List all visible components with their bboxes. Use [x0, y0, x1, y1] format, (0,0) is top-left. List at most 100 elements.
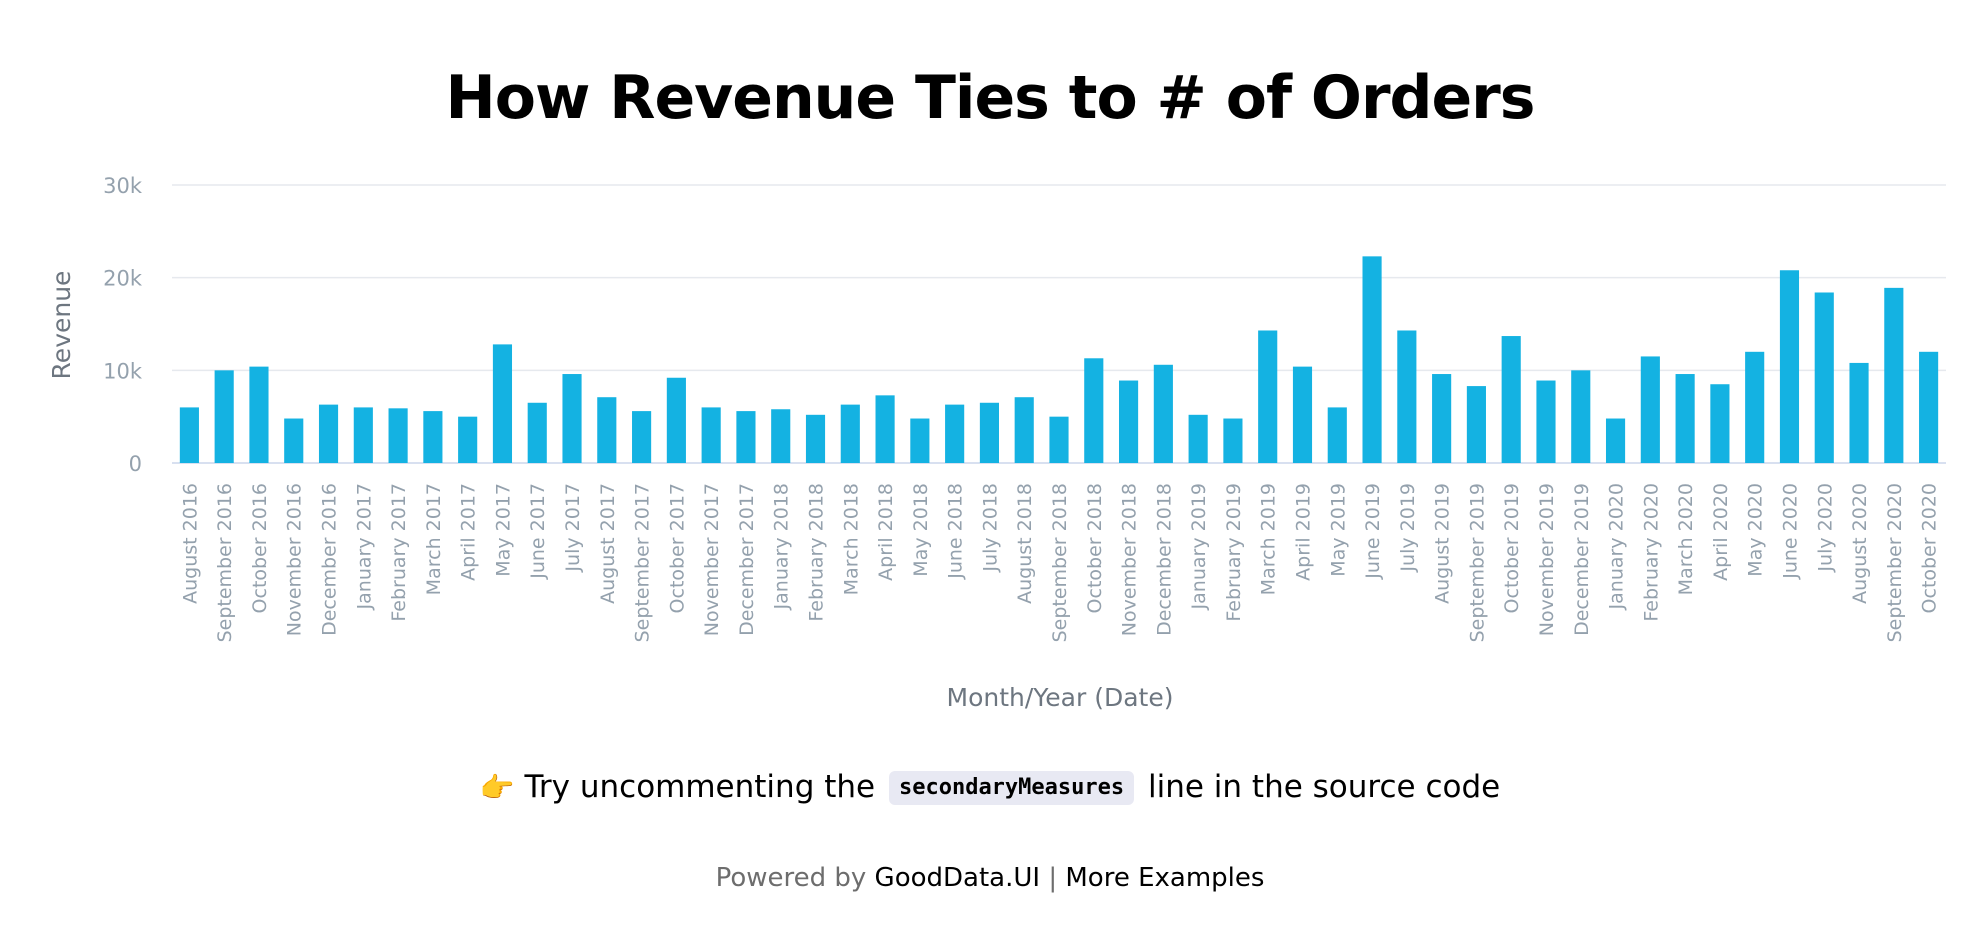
bars	[179, 256, 1939, 463]
bar[interactable]	[1084, 358, 1104, 463]
x-tick-label: October 2019	[1501, 483, 1523, 613]
bar[interactable]	[875, 395, 895, 463]
x-tick-label: May 2019	[1327, 483, 1349, 577]
bar[interactable]	[1536, 380, 1556, 463]
bar[interactable]	[1292, 366, 1313, 463]
powered-by-text: Powered by	[715, 863, 867, 893]
x-tick-label: May 2017	[492, 483, 514, 577]
bar[interactable]	[1466, 386, 1486, 463]
bar[interactable]	[1571, 370, 1591, 463]
x-tick-label: November 2019	[1536, 483, 1558, 636]
x-tick-label: January 2017	[353, 483, 375, 610]
x-tick-label: April 2018	[875, 483, 897, 581]
x-tick-label: September 2016	[214, 483, 236, 642]
bar[interactable]	[1710, 384, 1730, 463]
tip-text-before: Try uncommenting the	[524, 769, 876, 805]
x-tick-label: July 2017	[562, 483, 584, 573]
bar[interactable]	[1432, 374, 1452, 463]
bar[interactable]	[284, 418, 304, 463]
x-tick-label: March 2017	[423, 483, 445, 595]
x-tick-label: June 2018	[945, 483, 967, 580]
bar[interactable]	[632, 411, 652, 463]
bar[interactable]	[1397, 330, 1417, 463]
x-tick-label: September 2019	[1466, 483, 1488, 642]
bar[interactable]	[179, 407, 199, 463]
x-tick-label: September 2017	[632, 483, 654, 642]
y-axis-ticks: 0 10k 20k 30k	[103, 174, 143, 476]
bar[interactable]	[458, 416, 478, 463]
x-tick-label: January 2018	[771, 483, 793, 610]
bar[interactable]	[1153, 364, 1173, 463]
bar[interactable]	[1188, 414, 1208, 463]
bar[interactable]	[736, 411, 756, 463]
bar[interactable]	[1779, 270, 1800, 463]
bar[interactable]	[527, 402, 547, 463]
bar[interactable]	[1014, 397, 1034, 463]
x-tick-label: January 2020	[1606, 483, 1628, 610]
bar[interactable]	[214, 370, 234, 463]
bar[interactable]	[492, 344, 513, 463]
bar[interactable]	[423, 411, 443, 463]
bar[interactable]	[318, 404, 339, 463]
y-tick-label: 30k	[103, 174, 143, 198]
bar[interactable]	[910, 418, 930, 463]
bar[interactable]	[562, 374, 582, 463]
bar[interactable]	[353, 407, 373, 463]
bar[interactable]	[1327, 407, 1347, 463]
x-tick-label: May 2018	[910, 483, 932, 577]
bar[interactable]	[249, 366, 269, 463]
bar[interactable]	[1745, 351, 1765, 463]
bar[interactable]	[1919, 351, 1939, 463]
bar[interactable]	[771, 409, 791, 463]
bar[interactable]	[1223, 418, 1243, 463]
more-examples-link[interactable]: More Examples	[1065, 863, 1265, 893]
bar[interactable]	[945, 404, 965, 463]
x-tick-label: August 2016	[179, 483, 201, 604]
bar[interactable]	[701, 407, 721, 463]
x-tick-label: February 2020	[1640, 483, 1662, 622]
x-tick-label: June 2019	[1362, 483, 1384, 580]
bar[interactable]	[1884, 287, 1904, 463]
x-tick-label: December 2018	[1153, 483, 1175, 636]
x-tick-label: October 2016	[249, 483, 271, 613]
x-tick-label: February 2018	[806, 483, 828, 622]
x-tick-label: October 2020	[1919, 483, 1941, 613]
x-tick-label: December 2019	[1571, 483, 1593, 636]
bar[interactable]	[840, 404, 860, 463]
x-tick-label: December 2017	[736, 483, 758, 636]
bar[interactable]	[1814, 292, 1834, 463]
bar[interactable]	[1640, 356, 1660, 463]
x-tick-label: February 2017	[388, 483, 410, 622]
x-tick-label: May 2020	[1745, 483, 1767, 577]
bar[interactable]	[388, 408, 408, 463]
y-tick-label: 20k	[103, 267, 143, 291]
bar[interactable]	[1675, 374, 1695, 463]
x-tick-label: December 2016	[319, 483, 341, 636]
bar[interactable]	[805, 414, 826, 463]
x-axis-ticks: August 2016 September 2016 October 2016 Nov…	[179, 483, 1940, 642]
bar[interactable]	[1501, 336, 1521, 463]
bar[interactable]	[1119, 380, 1139, 463]
x-tick-label: November 2018	[1119, 483, 1141, 636]
bar[interactable]	[1849, 362, 1869, 463]
x-tick-label: April 2020	[1710, 483, 1732, 581]
x-tick-label: June 2020	[1779, 483, 1801, 580]
bar[interactable]	[1258, 330, 1278, 463]
bar[interactable]	[979, 402, 999, 463]
bar[interactable]	[1049, 416, 1069, 463]
bar[interactable]	[1362, 256, 1382, 463]
x-tick-label: November 2016	[284, 483, 306, 636]
gooddata-ui-link[interactable]: GoodData.UI	[874, 863, 1041, 893]
y-tick-label: 10k	[103, 359, 143, 383]
x-tick-label: January 2019	[1188, 483, 1210, 610]
x-tick-label: October 2017	[666, 483, 688, 613]
bar[interactable]	[666, 377, 686, 463]
x-tick-label: March 2020	[1675, 483, 1697, 595]
pointing-hand-icon: 👉	[479, 771, 515, 804]
bar[interactable]	[1605, 418, 1626, 463]
chart-title: How Revenue Ties to # of Orders	[445, 63, 1536, 133]
bar[interactable]	[597, 397, 617, 463]
x-tick-label: March 2018	[840, 483, 862, 595]
tip-message: 👉 Try uncommenting the secondaryMeasures…	[0, 765, 1980, 810]
footer-separator: |	[1048, 863, 1058, 893]
